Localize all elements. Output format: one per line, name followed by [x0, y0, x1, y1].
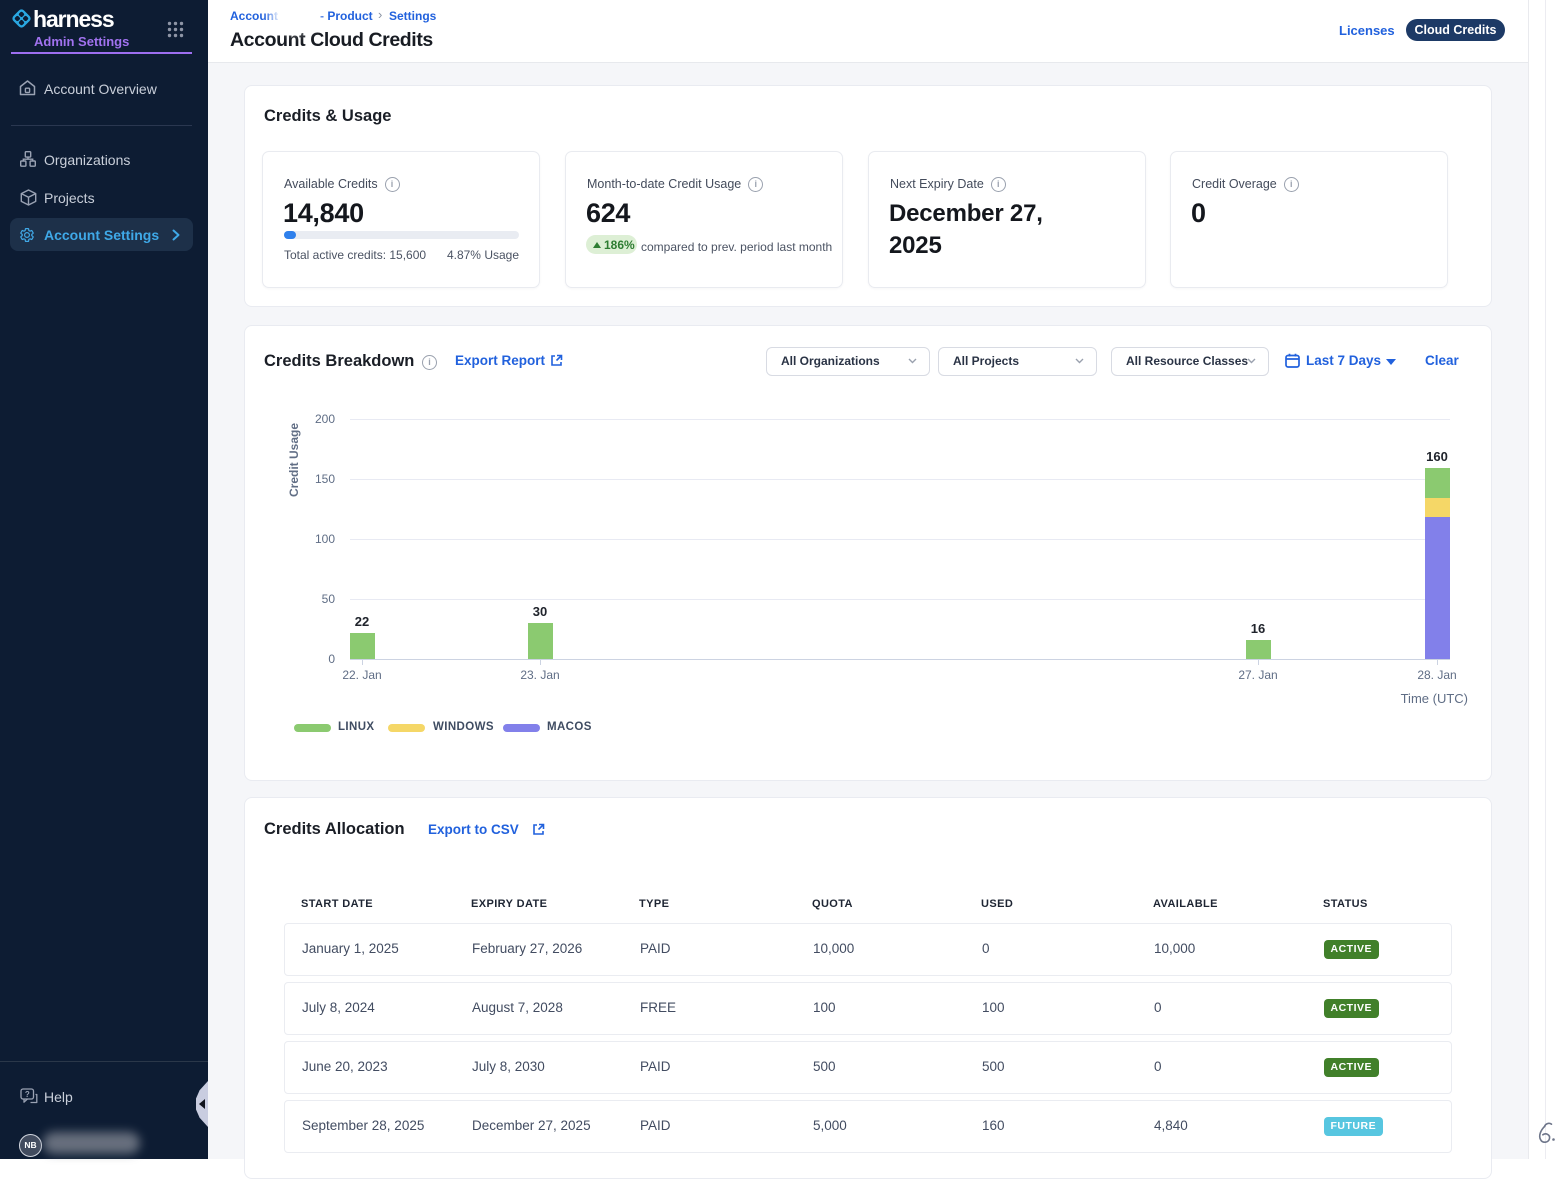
svg-text:?: ?: [25, 1090, 30, 1099]
